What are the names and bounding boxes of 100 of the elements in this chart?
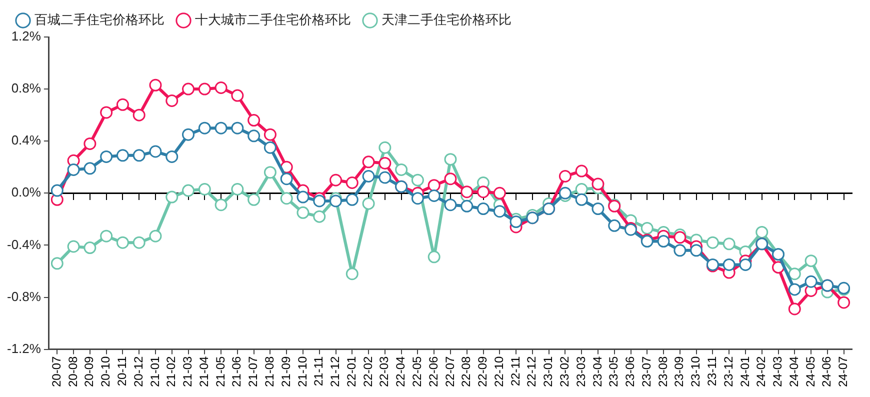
- point: [50, 184, 64, 197]
- point: [67, 240, 80, 253]
- point: [84, 162, 96, 175]
- point: [231, 183, 244, 196]
- x-tick-label: 22-05: [410, 356, 424, 388]
- point: [395, 163, 408, 176]
- x-tick-label: 23-05: [606, 356, 621, 388]
- y-tick-label: 0.8%: [11, 80, 42, 96]
- point: [313, 210, 326, 223]
- point: [804, 275, 818, 288]
- x-tick-label: 23-01: [541, 356, 556, 388]
- point: [460, 186, 474, 198]
- point: [444, 153, 457, 166]
- point: [149, 230, 162, 242]
- point: [739, 258, 752, 271]
- point: [116, 236, 129, 249]
- point: [198, 82, 211, 96]
- x-tick-label: 22-12: [524, 356, 539, 388]
- point: [166, 150, 178, 163]
- point: [788, 268, 801, 280]
- point: [674, 244, 686, 257]
- x-tick-label: 21-05: [213, 356, 228, 388]
- point: [804, 254, 818, 268]
- x-tick-label: 20-10: [98, 356, 113, 388]
- point: [231, 122, 244, 134]
- x-tick-label: 23-09: [672, 356, 686, 388]
- point: [182, 128, 195, 141]
- point: [330, 174, 342, 186]
- point: [132, 108, 146, 122]
- point: [166, 190, 178, 204]
- point: [378, 141, 392, 154]
- point: [575, 164, 588, 178]
- point: [182, 184, 195, 197]
- x-tick-label: 21-06: [230, 356, 244, 388]
- point: [558, 186, 572, 200]
- point: [428, 250, 440, 264]
- x-tick-label: 22-07: [442, 356, 457, 388]
- point: [198, 183, 211, 196]
- point: [280, 192, 293, 205]
- point: [575, 183, 588, 196]
- point: [248, 114, 260, 127]
- point: [313, 194, 326, 208]
- y-tick-label: 1.2%: [11, 28, 42, 44]
- point: [493, 205, 506, 218]
- x-tick-label: 22-09: [476, 356, 490, 388]
- point: [690, 244, 703, 257]
- y-tick-label: -1.2%: [6, 340, 42, 356]
- x-tick-label: 24-06: [820, 356, 834, 388]
- x-tick-label: 22-08: [459, 356, 474, 388]
- x-tick-label: 21-09: [278, 356, 293, 388]
- point: [477, 186, 490, 198]
- point: [248, 130, 260, 142]
- x-tick-label: 21-11: [312, 356, 326, 386]
- x-tick-label: 21-03: [180, 356, 195, 388]
- point: [428, 190, 440, 202]
- point: [362, 170, 375, 182]
- point: [722, 238, 736, 250]
- y-tick-label: 0.0%: [11, 184, 42, 200]
- point: [640, 222, 654, 235]
- point: [346, 176, 358, 189]
- point: [116, 98, 129, 111]
- point: [296, 206, 310, 219]
- point: [248, 193, 260, 206]
- point: [657, 235, 670, 248]
- x-tick-label: 21-02: [164, 356, 178, 388]
- x-tick-label: 23-02: [558, 356, 572, 388]
- point: [788, 302, 801, 316]
- x-tick-label: 21-12: [328, 356, 342, 388]
- point: [84, 137, 96, 150]
- point: [264, 128, 276, 141]
- point: [460, 200, 474, 212]
- x-tick-label: 21-07: [246, 356, 260, 388]
- point: [608, 219, 621, 232]
- point: [477, 202, 490, 216]
- point: [198, 122, 211, 134]
- point: [132, 236, 146, 249]
- legend-label: 天津二手住宅价格环比: [382, 12, 512, 28]
- x-tick-label: 23-04: [590, 356, 604, 388]
- point: [231, 89, 244, 102]
- point: [558, 170, 572, 182]
- point: [264, 141, 276, 154]
- x-tick-label: 22-03: [377, 356, 392, 388]
- y-tick-label: -0.4%: [6, 236, 42, 252]
- point: [330, 194, 342, 208]
- point: [411, 192, 424, 205]
- x-tick-label: 23-06: [623, 356, 638, 388]
- x-tick-label: 20-09: [82, 356, 96, 388]
- point: [575, 193, 588, 206]
- legend-label: 十大城市二手住宅价格环比: [195, 12, 351, 28]
- point: [378, 171, 392, 184]
- x-tick-label: 23-12: [721, 356, 736, 388]
- y-tick-label: -0.8%: [6, 288, 42, 304]
- point: [788, 283, 801, 296]
- point: [100, 106, 113, 119]
- point: [100, 230, 113, 242]
- point: [706, 236, 719, 249]
- point: [132, 149, 146, 162]
- point: [838, 296, 850, 309]
- x-tick-label: 23-08: [656, 356, 670, 388]
- point: [722, 258, 736, 271]
